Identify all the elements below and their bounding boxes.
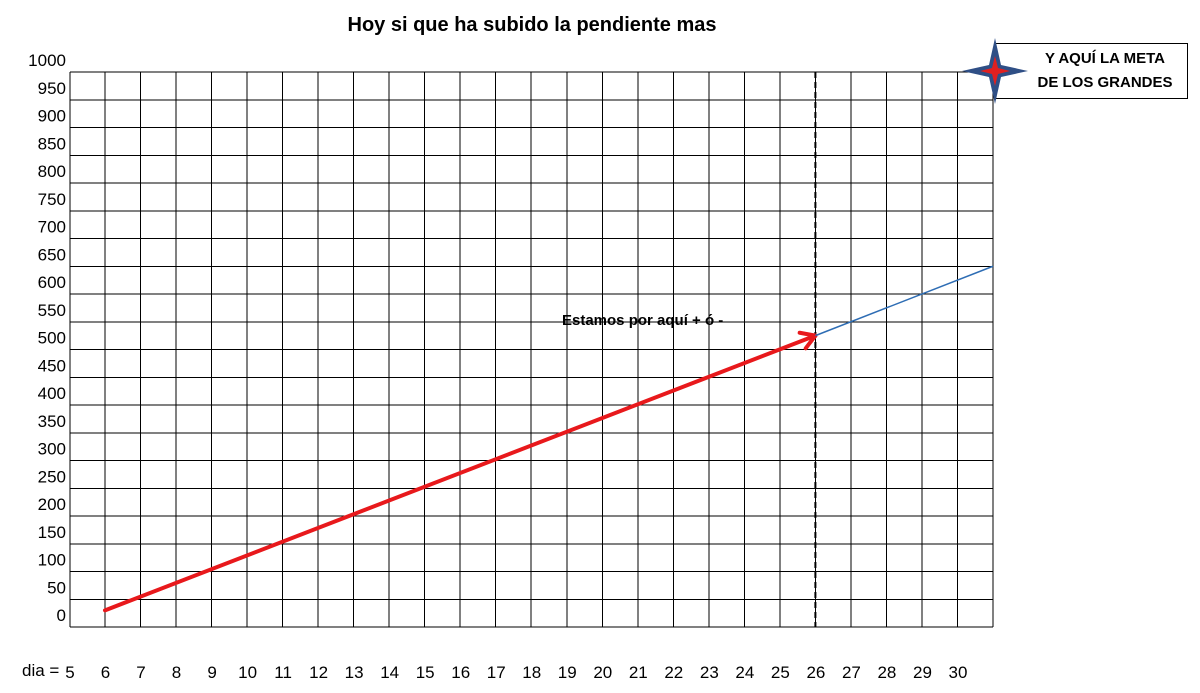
x-tick-label: 6: [101, 663, 110, 682]
x-tick-label: 14: [380, 663, 399, 682]
x-tick-label: 23: [700, 663, 719, 682]
grid: [69, 71, 994, 628]
y-tick-label: 1000: [28, 51, 66, 70]
y-tick-label: 450: [38, 356, 66, 375]
y-tick-label: 50: [47, 578, 66, 597]
annotation-text: Estamos por aquí + ó -: [562, 312, 724, 329]
x-tick-label: 26: [806, 663, 825, 682]
x-tick-label: 22: [664, 663, 683, 682]
x-tick-label: 20: [593, 663, 612, 682]
chart-title: Hoy si que ha subido la pendiente mas: [347, 14, 717, 36]
y-tick-label: 750: [38, 190, 66, 209]
x-prefix-label: dia =: [22, 661, 60, 680]
goal-line-1: Y AQUÍ LA META: [1045, 50, 1165, 67]
x-tick-label: 28: [877, 663, 896, 682]
y-tick-label: 100: [38, 551, 66, 570]
x-tick-label: 29: [913, 663, 932, 682]
y-tick-label: 300: [38, 440, 66, 459]
x-tick-label: 19: [558, 663, 577, 682]
x-tick-label: 16: [451, 663, 470, 682]
x-tick-label: 12: [309, 663, 328, 682]
y-tick-label: 400: [38, 384, 66, 403]
y-tick-label: 950: [38, 79, 66, 98]
x-tick-label: 9: [207, 663, 216, 682]
y-tick-label: 350: [38, 412, 66, 431]
y-tick-label: 500: [38, 329, 66, 348]
compass-star-icon: [962, 38, 1028, 104]
y-tick-label: 650: [38, 245, 66, 264]
series-line-red: [103, 333, 818, 613]
y-tick-label: 800: [38, 162, 66, 181]
x-tick-label: 15: [416, 663, 435, 682]
x-tick-label: 25: [771, 663, 790, 682]
x-tick-label: 11: [274, 663, 292, 682]
x-tick-label: 10: [238, 663, 257, 682]
x-tick-label: 24: [735, 663, 754, 682]
x-tick-label: 17: [487, 663, 506, 682]
y-tick-label: 700: [38, 218, 66, 237]
y-tick-label: 0: [57, 606, 66, 625]
y-tick-label: 850: [38, 134, 66, 153]
y-tick-label: 150: [38, 523, 66, 542]
series-line-blue: [815, 265, 994, 337]
y-tick-label: 200: [38, 495, 66, 514]
goal-line-2: DE LOS GRANDES: [1037, 74, 1173, 91]
y-tick-label: 600: [38, 273, 66, 292]
x-tick-label: 18: [522, 663, 541, 682]
x-tick-label: 8: [172, 663, 181, 682]
x-tick-label: 27: [842, 663, 861, 682]
x-tick-label: 30: [949, 663, 968, 682]
x-tick-label: 21: [629, 663, 648, 682]
x-tick-label: 5: [65, 663, 74, 682]
x-tick-label: 13: [345, 663, 364, 682]
y-tick-label: 900: [38, 107, 66, 126]
y-tick-label: 250: [38, 467, 66, 486]
y-tick-label: 550: [38, 301, 66, 320]
x-tick-label: 7: [136, 663, 145, 682]
